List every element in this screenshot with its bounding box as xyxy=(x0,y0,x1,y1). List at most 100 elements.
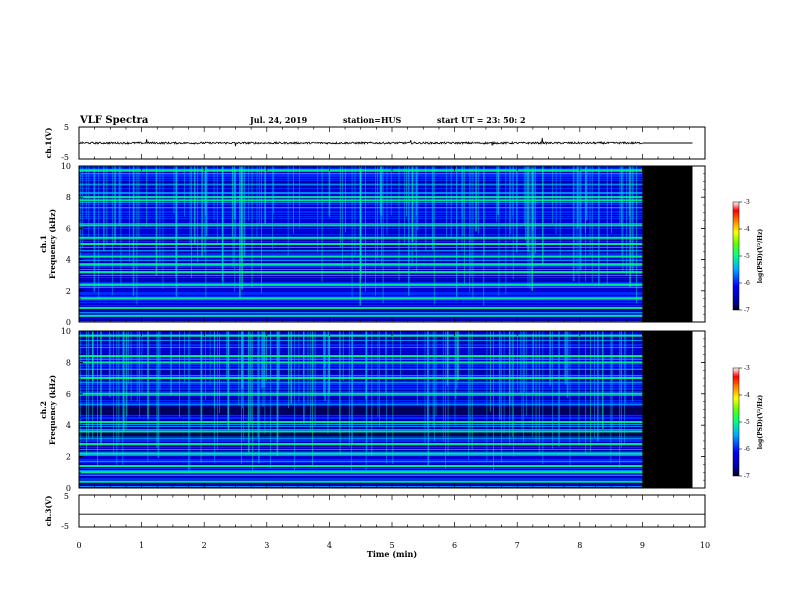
spectrogram-streak xyxy=(446,166,447,238)
spectrogram-streak xyxy=(238,331,240,406)
spectrogram-streak xyxy=(241,166,243,290)
spectrogram-streak xyxy=(231,166,233,237)
spectrogram-streak xyxy=(136,166,138,305)
spectrogram-streak xyxy=(380,166,382,225)
spectrogram-streak xyxy=(411,166,413,267)
spectrogram-streak xyxy=(601,331,604,430)
spectrogram-row xyxy=(79,372,643,373)
spectrogram-streak xyxy=(431,166,434,250)
spectrogram-band xyxy=(79,392,643,395)
spectrogram-row xyxy=(79,342,643,343)
spectrogram-streak xyxy=(490,331,491,412)
spectrogram-row xyxy=(79,374,643,375)
spectrogram-streak xyxy=(632,331,633,402)
spectrogram-band xyxy=(79,224,643,227)
spectrogram-streak xyxy=(98,166,100,299)
spectrogram-row xyxy=(79,402,643,403)
spectrogram-row xyxy=(79,383,643,384)
spectrogram-streak xyxy=(376,166,378,260)
spectrogram-streak xyxy=(619,331,621,468)
x-tick-label: 9 xyxy=(640,541,645,550)
spectrogram-row xyxy=(79,390,643,391)
spectrogram-streak xyxy=(407,166,410,296)
spectrogram-streak xyxy=(201,166,202,258)
x-tick-label: 3 xyxy=(264,541,269,550)
spectrogram-row xyxy=(79,388,643,389)
spectrogram-row xyxy=(79,306,643,307)
spectrogram-streak xyxy=(288,331,290,385)
spectrogram-streak xyxy=(565,331,567,385)
spectrogram-streak xyxy=(136,331,138,402)
y-tick-label: 8 xyxy=(66,358,71,367)
spectrogram-streak xyxy=(390,166,392,216)
spectrogram-streak xyxy=(531,166,534,291)
spectrogram-streak xyxy=(175,166,177,278)
spectrogram-streak xyxy=(205,166,207,298)
spectrogram-streak xyxy=(324,331,326,401)
spectrogram-row xyxy=(79,439,643,440)
spectrogram-band xyxy=(79,361,643,364)
spectrogram-streak xyxy=(240,166,242,238)
spectrogram-row xyxy=(79,310,643,311)
spectrogram-band xyxy=(79,297,643,300)
x-tick-label: 1 xyxy=(139,541,144,550)
spectrogram-streak xyxy=(498,166,500,296)
spectrogram-streak xyxy=(527,166,529,252)
spectrogram-streak xyxy=(486,331,488,462)
spectrogram-row xyxy=(79,350,643,351)
spectrogram-streak xyxy=(125,331,127,430)
spectrogram-streak xyxy=(147,331,149,462)
spectrogram-streak xyxy=(572,166,575,282)
spectrogram-band xyxy=(79,263,643,266)
spectrogram-streak xyxy=(425,166,427,251)
spectrogram-row xyxy=(79,317,643,318)
spectrogram-streak xyxy=(189,166,191,246)
spectrogram-row xyxy=(79,476,643,477)
spectrogram-streak xyxy=(521,331,523,431)
spectrogram-streak xyxy=(424,331,426,444)
y-tick-label: 10 xyxy=(61,327,71,336)
spectrogram-row xyxy=(79,391,643,392)
spectrogram-streak xyxy=(578,166,580,283)
colorbar-tick-label: -6 xyxy=(744,446,750,453)
spectrogram-streak xyxy=(523,331,525,443)
spectrogram-row xyxy=(79,309,643,310)
spectrogram-dark-band xyxy=(79,431,643,437)
spectrogram-streak xyxy=(205,331,207,401)
spectrogram-streak xyxy=(398,166,400,281)
spectrogram-streak xyxy=(132,166,135,296)
spectrogram-streak xyxy=(85,166,87,219)
spectrogram-streak xyxy=(625,331,627,404)
spectrogram-streak xyxy=(103,166,105,251)
spectrogram-streak xyxy=(116,331,118,466)
spectrogram-band xyxy=(79,421,643,424)
spectrogram-streak xyxy=(569,331,571,468)
spectrogram-streak xyxy=(621,166,622,225)
ch1-spectrogram-image xyxy=(79,166,693,322)
spectrogram-streak xyxy=(375,166,376,296)
spectrogram-row xyxy=(79,305,643,306)
spectrogram-streak xyxy=(277,331,279,440)
spectrogram-streak xyxy=(529,166,531,290)
start-time-label: start UT = 23: 50: 2 xyxy=(437,115,526,125)
spectrogram-row xyxy=(79,460,643,461)
spectrogram-streak xyxy=(445,331,446,469)
spectrogram-streak xyxy=(354,166,356,256)
spectrogram-streak xyxy=(523,166,525,226)
x-tick-label: 10 xyxy=(700,541,710,550)
spectrogram-streak xyxy=(327,331,329,434)
spectrogram-streak xyxy=(505,166,507,295)
spectrogram-streak xyxy=(80,166,81,258)
spectrogram-row xyxy=(79,381,643,382)
spectrogram-band xyxy=(79,452,643,455)
spectrogram-streak xyxy=(159,331,161,391)
spectrogram-streak xyxy=(204,166,206,253)
spectrogram-streak xyxy=(261,166,262,294)
spectrogram-row xyxy=(79,346,643,347)
spectrogram-band xyxy=(79,243,643,245)
spectrogram-streak xyxy=(126,331,128,417)
spectrogram-streak xyxy=(509,331,511,446)
spectrogram-streak xyxy=(619,166,621,225)
ch1-spectrogram-yticks: 0 2 4 6 8 10 xyxy=(61,162,705,327)
spectrogram-streak xyxy=(471,331,473,450)
